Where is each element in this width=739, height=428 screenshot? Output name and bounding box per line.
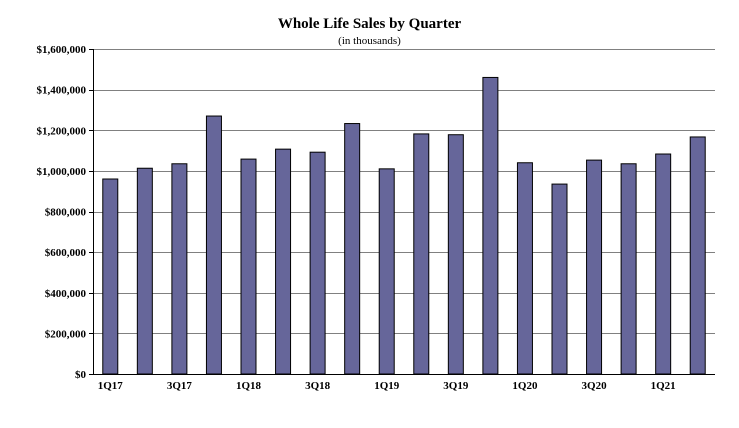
chart-subtitle: (in thousands) [338,35,401,47]
bar-3Q17 [171,163,188,375]
bars [102,76,706,375]
bar-2Q21 [689,136,706,375]
bar-1Q18 [240,158,257,375]
y-tick-label: $0 [75,369,87,381]
y-tick-label: $600,000 [45,247,87,259]
bar-1Q19 [378,168,395,375]
x-tick-label: 3Q20 [582,380,608,392]
bar-4Q18 [344,123,361,375]
y-tick-label: $1,000,000 [37,166,87,178]
bar-4Q17 [205,115,222,375]
x-tick-label: 3Q17 [167,380,193,392]
y-tick-label: $200,000 [45,328,87,340]
bar-3Q20 [586,159,603,375]
gridlines [93,49,715,334]
axes [93,49,715,375]
x-tick-label: 1Q19 [374,380,400,392]
y-tick-labels: $0 $200,000 $400,000 $600,000 $800,000 $1,000… [37,44,93,381]
y-tick-label: $1,200,000 [37,125,87,137]
bar-4Q20 [620,163,637,375]
y-tick-label: $800,000 [45,207,87,219]
y-tick-label: $1,600,000 [37,44,87,56]
y-tick-label: $400,000 [45,288,87,300]
bar-1Q21 [655,153,672,375]
x-tick-label: 1Q18 [236,380,262,392]
x-tick-label: 1Q20 [512,380,538,392]
bar-1Q17 [102,178,119,375]
x-tick-label: 1Q17 [98,380,124,392]
y-tick-label: $1,400,000 [37,85,87,97]
x-tick-label: 3Q19 [443,380,469,392]
bar-3Q18 [309,151,326,375]
x-tick-label: 1Q21 [651,380,676,392]
bar-2Q20 [551,183,568,375]
chart-title: Whole Life Sales by Quarter [277,16,462,32]
bar-3Q19 [447,134,464,375]
bar-2Q17 [136,167,153,375]
x-tick-label: 3Q18 [305,380,331,392]
x-tick-labels: 1Q17 3Q17 1Q18 3Q18 1Q19 3Q19 1Q20 3Q20 1Q21 [98,380,676,392]
bar-2Q19 [413,133,430,375]
bar-2Q18 [275,148,292,375]
bar-1Q20 [516,162,533,375]
bar-4Q19 [482,76,499,375]
